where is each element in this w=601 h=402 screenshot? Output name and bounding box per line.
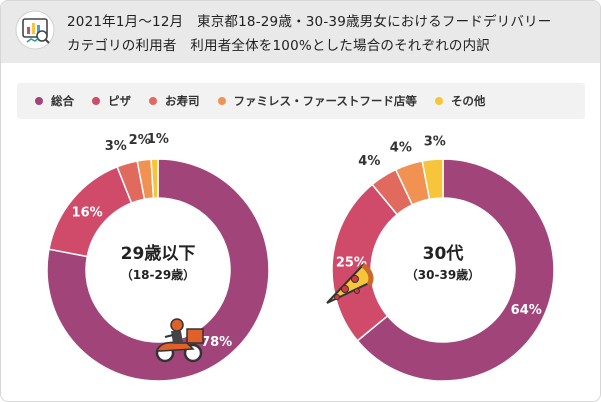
value-label-family-restaurant: 4% xyxy=(390,140,412,155)
center-sublabel: （30-39歳） xyxy=(406,267,480,282)
legend-swatch xyxy=(35,97,43,105)
chart-title-line2: カテゴリの利用者 利用者全体を100%とした場合のそれぞれの内訳 xyxy=(67,38,490,54)
chart-monitor-icon xyxy=(15,10,55,50)
donut-hole xyxy=(86,198,230,342)
legend-label: 総合 xyxy=(51,94,74,108)
value-label-sushi: 4% xyxy=(358,154,380,169)
value-label-overall: 64% xyxy=(511,303,542,318)
legend-swatch xyxy=(92,97,100,105)
legend-label: その他 xyxy=(450,94,486,108)
legend-item-pizza: ピザ xyxy=(92,93,131,109)
value-label-pizza: 25% xyxy=(336,255,367,270)
donut-hole xyxy=(371,198,515,342)
legend-item-family-restaurant: ファミレス・ファーストフード店等 xyxy=(217,93,417,109)
value-label-overall: 78% xyxy=(201,335,232,350)
center-label: 30代 xyxy=(423,243,464,264)
legend-item-other: その他 xyxy=(434,93,486,109)
chart-title-line1: 2021年1月～12月 東京都18-29歳・30-39歳男女におけるフードデリバ… xyxy=(67,14,552,30)
donut-charts: 29歳以下 （18-29歳） 30代 （30-39歳） 78%16%3% 2%1%… xyxy=(46,132,555,382)
donut-chart-under-29 xyxy=(46,158,270,382)
value-label-pizza: 16% xyxy=(72,205,103,220)
value-label-sushi: 3% xyxy=(105,139,127,154)
legend: 総合 ピザ お寿司 ファミレス・ファーストフード店等 その他 xyxy=(17,83,585,119)
legend-label: お寿司 xyxy=(165,94,200,108)
legend-label: ピザ xyxy=(108,94,131,108)
center-sublabel: （18-29歳） xyxy=(121,267,195,282)
legend-item-overall: 総合 xyxy=(35,93,74,109)
legend-label: ファミレス・ファーストフード店等 xyxy=(233,94,417,108)
legend-swatch xyxy=(217,97,226,105)
legend-item-sushi: お寿司 xyxy=(149,93,200,109)
delivery-scooter-icon xyxy=(155,318,204,363)
legend-swatch xyxy=(149,97,157,105)
center-label: 29歳以下 xyxy=(121,243,196,264)
value-label-other: 3% xyxy=(424,135,446,150)
pizza-slice-icon xyxy=(326,263,374,304)
value-label-family-restaurant: 2% xyxy=(129,133,151,148)
header: 2021年1月～12月 東京都18-29歳・30-39歳男女におけるフードデリバ… xyxy=(1,1,600,63)
value-label-other: 1% xyxy=(147,132,169,147)
legend-swatch xyxy=(434,97,443,105)
